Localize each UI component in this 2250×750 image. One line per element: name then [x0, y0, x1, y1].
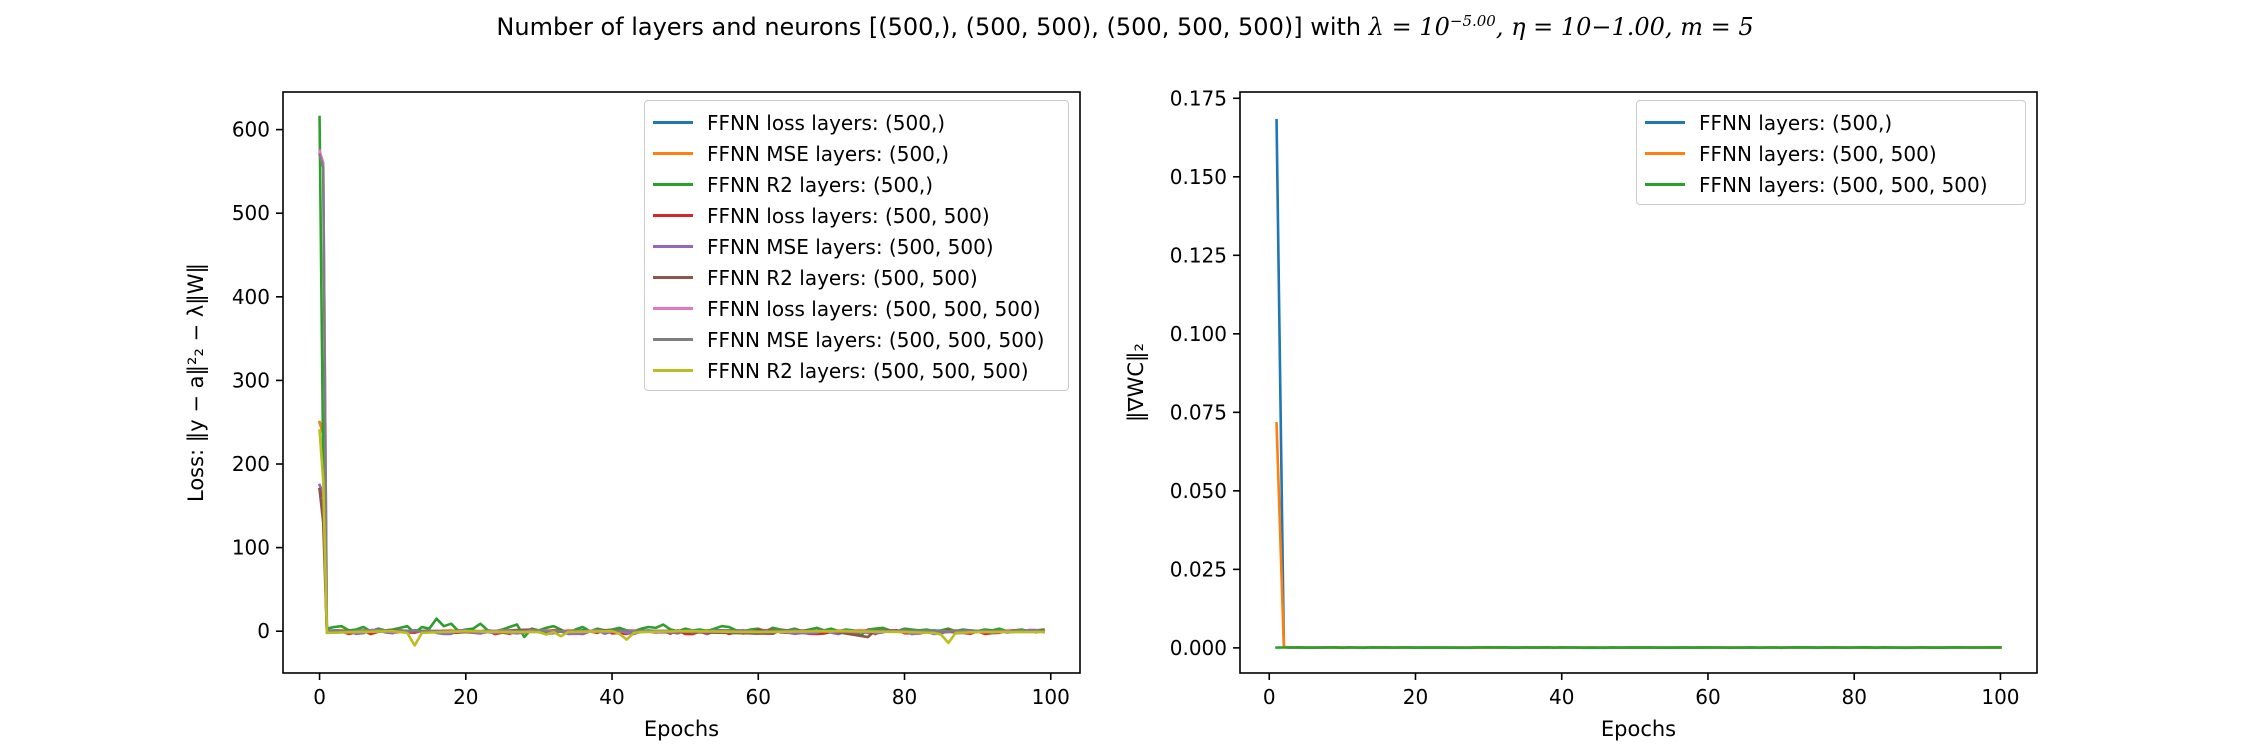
- y-tick-label: 0.175: [1170, 86, 1227, 110]
- x-tick-label: 20: [453, 685, 478, 709]
- y-tick-label: 600: [232, 118, 270, 142]
- y-tick-label: 0.000: [1170, 636, 1227, 660]
- legend-swatch: [653, 121, 693, 124]
- y-tick-label: 300: [232, 368, 270, 392]
- x-tick-label: 60: [1695, 685, 1720, 709]
- legend-label: FFNN R2 layers: (500,): [707, 172, 934, 197]
- x-tick-label: 20: [1403, 685, 1428, 709]
- loss-axes: 0 20 40 60 80 100 0 100 200 300 400 500 600 Epochs Los…: [184, 91, 1081, 741]
- legend-swatch: [1645, 152, 1685, 155]
- legend-swatch: [653, 152, 693, 155]
- legend-item-ffnn-r2-layers-500-500-500: FFNN R2 layers: (500, 500, 500): [653, 355, 1060, 386]
- legend-item-ffnn-r2-layers-500-500: FFNN R2 layers: (500, 500): [653, 262, 1060, 293]
- legend-swatch: [653, 338, 693, 341]
- y-tick-label: 0.025: [1170, 557, 1227, 581]
- legend-label: FFNN MSE layers: (500, 500, 500): [707, 327, 1045, 352]
- y-tick-label: 400: [232, 285, 270, 309]
- loss-legend: FFNN loss layers: (500,) FFNN MSE layers:…: [644, 100, 1069, 391]
- axes-frame: [282, 91, 1081, 674]
- legend-swatch: [653, 369, 693, 372]
- legend-item-ffnn-mse-layers-500-500-500: FFNN MSE layers: (500, 500, 500): [653, 324, 1060, 355]
- legend-label: FFNN loss layers: (500, 500): [707, 203, 990, 228]
- gradient-axes: 0 20 40 60 80 100 0.000 0.025 0.050 0.075 0.100 0.1…: [1124, 86, 2038, 741]
- title-eta-m: , η = 10−1.00, m = 5: [1495, 13, 1754, 41]
- legend-item-ffnn-layers-500-500-500: FFNN layers: (500, 500, 500): [1645, 169, 2017, 200]
- x-tick-label: 0: [313, 685, 326, 709]
- title-prefix: Number of layers and neurons [(500,), (5…: [496, 13, 1369, 41]
- x-tick-label: 100: [1981, 685, 2019, 709]
- legend-swatch: [653, 245, 693, 248]
- y-tick-label: 200: [232, 452, 270, 476]
- y-tick-label: 0.150: [1170, 165, 1227, 189]
- legend-swatch: [653, 307, 693, 310]
- legend-item-ffnn-r2-layers-500: FFNN R2 layers: (500,): [653, 169, 1060, 200]
- legend-swatch: [1645, 183, 1685, 186]
- legend-swatch: [1645, 121, 1685, 124]
- x-tick-label: 80: [892, 685, 917, 709]
- title-lambda: λ = 10: [1368, 13, 1450, 41]
- y-axis-label: Loss: ‖y − a‖²₂ − λ‖W‖: [184, 263, 209, 502]
- legend-label: FFNN R2 layers: (500, 500): [707, 265, 978, 290]
- x-tick-label: 0: [1263, 685, 1276, 709]
- legend-item-ffnn-mse-layers-500: FFNN MSE layers: (500,): [653, 138, 1060, 169]
- legend-item-ffnn-loss-layers-500: FFNN loss layers: (500,): [653, 107, 1060, 138]
- x-tick-label: 40: [1549, 685, 1574, 709]
- x-tick-label: 60: [746, 685, 771, 709]
- axes-frame: [1239, 91, 2038, 674]
- series-line-ffnn-r2-layers-500-500-500: [318, 429, 1045, 647]
- legend-item-ffnn-layers-500: FFNN layers: (500,): [1645, 107, 2017, 138]
- series-group: [317, 115, 1046, 647]
- gradient-legend: FFNN layers: (500,) FFNN layers: (500, 50…: [1636, 100, 2026, 205]
- legend-item-ffnn-mse-layers-500-500: FFNN MSE layers: (500, 500): [653, 231, 1060, 262]
- y-tick-label: 0: [257, 619, 270, 643]
- legend-label: FFNN layers: (500,): [1699, 110, 1893, 135]
- legend-item-ffnn-layers-500-500: FFNN layers: (500, 500): [1645, 138, 2017, 169]
- x-axis-label: Epochs: [1601, 717, 1676, 741]
- legend-swatch: [653, 214, 693, 217]
- legend-label: FFNN layers: (500, 500): [1699, 141, 1937, 166]
- x-tick-label: 40: [599, 685, 624, 709]
- series-line-ffnn-layers-500-500: [1275, 421, 2002, 649]
- legend-item-ffnn-loss-layers-500-500-500: FFNN loss layers: (500, 500, 500): [653, 293, 1060, 324]
- series-line-ffnn-mse-layers-500: [317, 420, 1045, 633]
- legend-label: FFNN MSE layers: (500,): [707, 141, 950, 166]
- y-axis-label: ‖∇WC‖₂: [1124, 343, 1149, 422]
- y-tick-label: 100: [232, 536, 270, 560]
- legend-swatch: [653, 276, 693, 279]
- legend-label: FFNN layers: (500, 500, 500): [1699, 172, 1988, 197]
- y-tick-label: 0.125: [1170, 243, 1227, 267]
- legend-label: FFNN MSE layers: (500, 500): [707, 234, 994, 259]
- y-tick-label: 500: [232, 201, 270, 225]
- x-tick-label: 100: [1032, 685, 1070, 709]
- legend-label: FFNN loss layers: (500, 500, 500): [707, 296, 1041, 321]
- series-line-ffnn-r2-layers-500-500: [318, 487, 1045, 639]
- y-tick-label: 0.075: [1170, 400, 1227, 424]
- title-lambda-exponent: −5.00: [1449, 12, 1496, 30]
- figure-title: Number of layers and neurons [(500,), (5…: [0, 12, 2250, 41]
- series-group: [1275, 118, 2002, 650]
- legend-swatch: [653, 183, 693, 186]
- series-line-ffnn-mse-layers-500-500: [317, 483, 1046, 636]
- legend-label: FFNN R2 layers: (500, 500, 500): [707, 358, 1029, 383]
- y-tick-label: 0.050: [1170, 479, 1227, 503]
- y-tick-label: 0.100: [1170, 322, 1227, 346]
- series-line-ffnn-loss-layers-500: [317, 420, 1045, 633]
- legend-label: FFNN loss layers: (500,): [707, 110, 946, 135]
- legend-item-ffnn-loss-layers-500-500: FFNN loss layers: (500, 500): [653, 200, 1060, 231]
- x-tick-label: 80: [1841, 685, 1866, 709]
- series-line-ffnn-layers-500-500-500: [1275, 646, 2002, 650]
- x-axis-label: Epochs: [644, 717, 719, 741]
- series-line-ffnn-loss-layers-500-500: [317, 487, 1046, 636]
